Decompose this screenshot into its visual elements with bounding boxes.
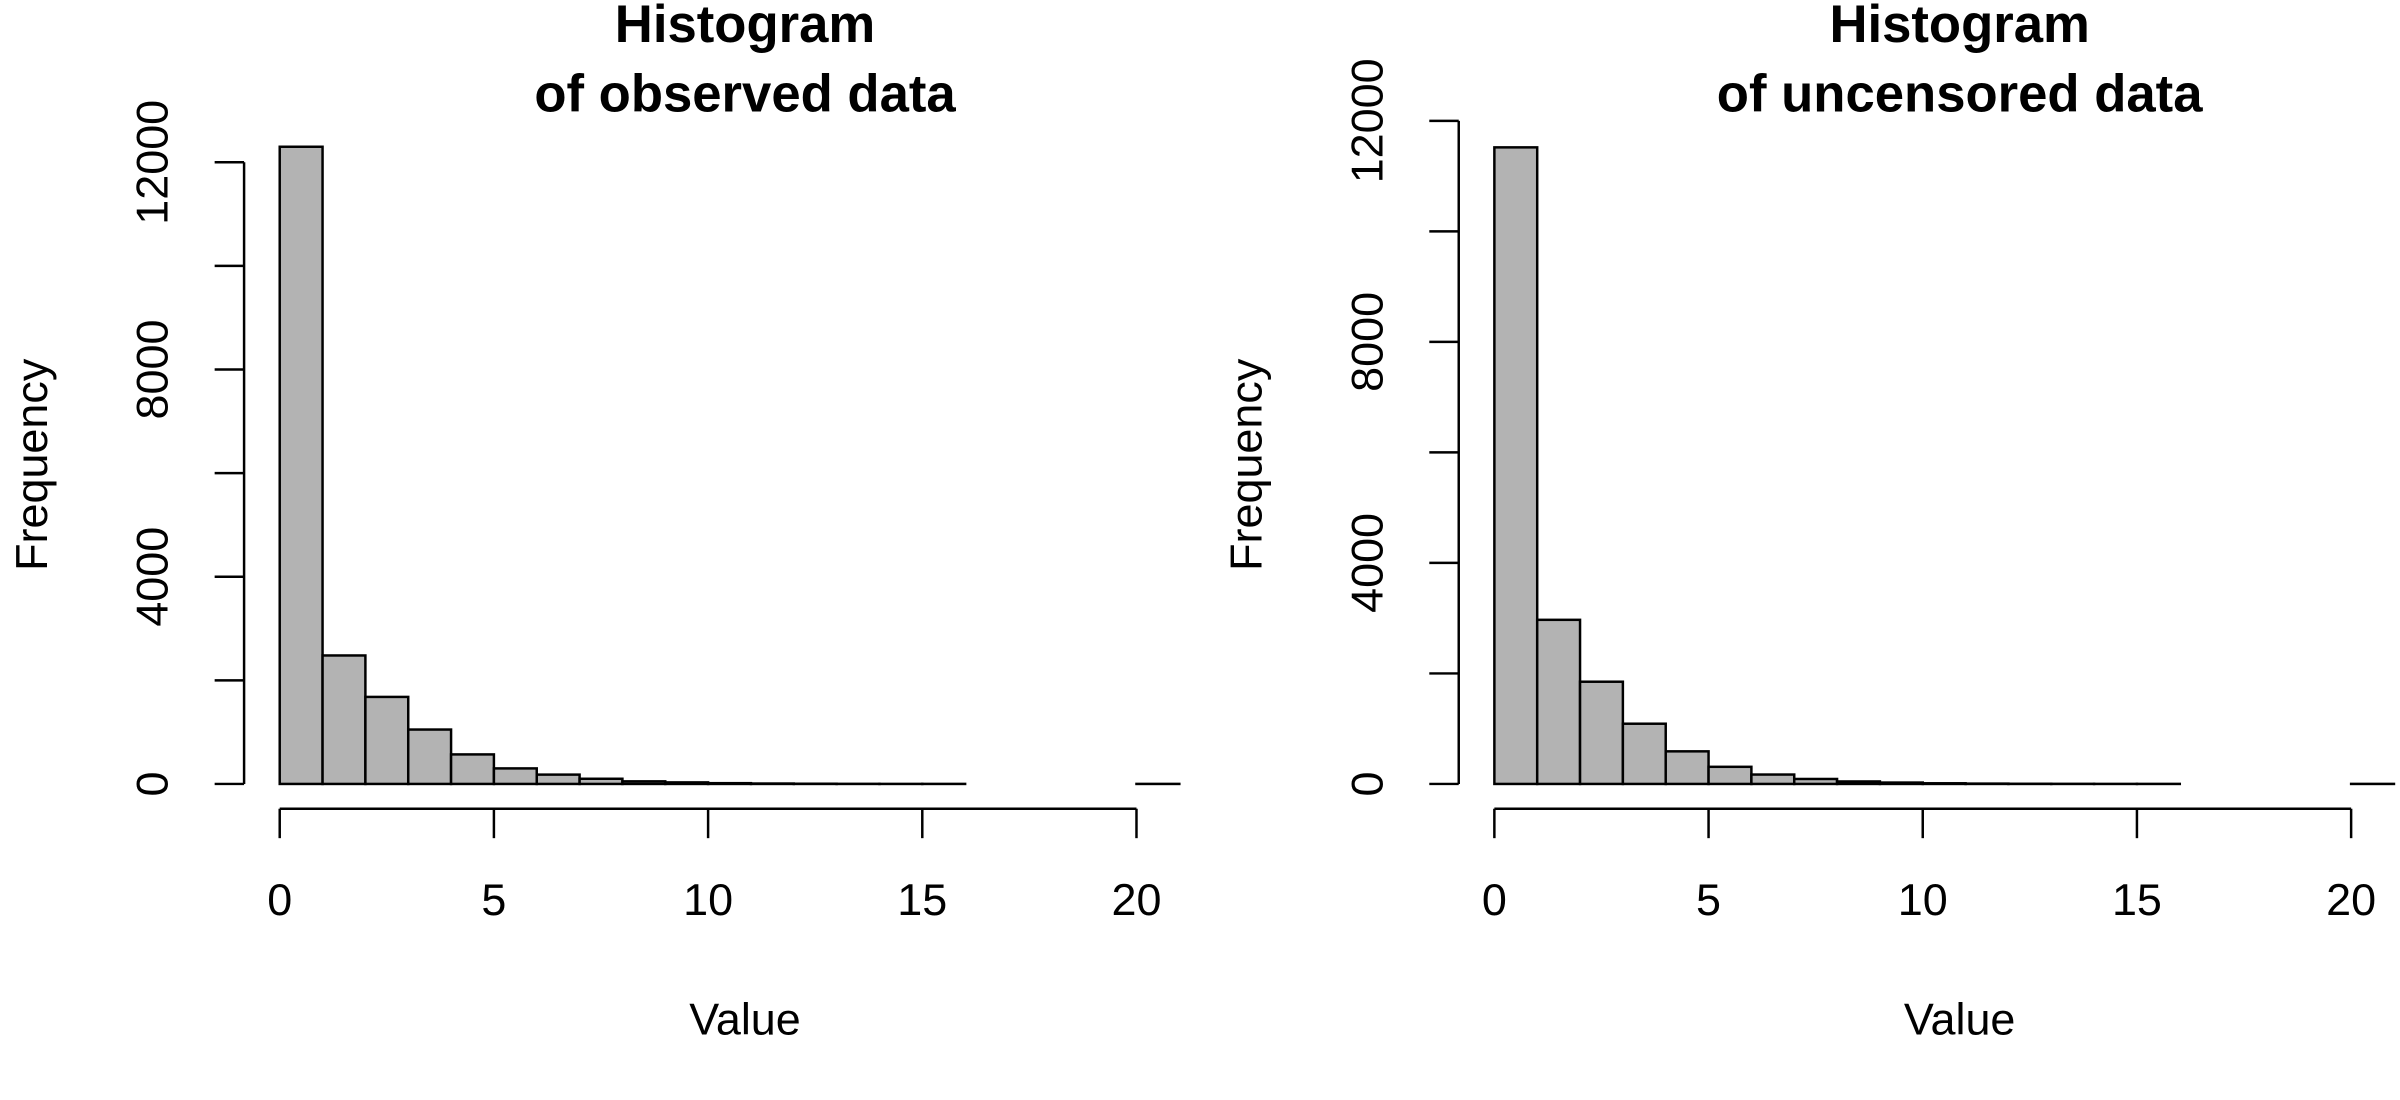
y-tick-label: 4000 [1341, 513, 1392, 613]
bar [535, 773, 581, 786]
bar [1664, 750, 1710, 786]
chart-title: Histogram [1829, 0, 2089, 54]
bar [1792, 777, 1839, 786]
bar [406, 728, 453, 786]
bar [1493, 146, 1539, 786]
histogram-panel: Histogram of observed data Value Frequency 0… [6, 0, 1181, 1044]
bar [492, 767, 538, 786]
bar [1578, 680, 1625, 786]
x-tick-label: 0 [267, 874, 292, 925]
bar [706, 781, 753, 786]
y-tick-label: 0 [127, 771, 178, 796]
bar [1835, 780, 1882, 786]
x-axis-label: Value [689, 993, 801, 1044]
x-tick-label: 0 [1482, 874, 1507, 925]
bar [321, 654, 367, 786]
y-tick-label: 8000 [1341, 292, 1392, 392]
bar [578, 777, 624, 786]
bar [1535, 618, 1582, 786]
x-tick-label: 10 [1898, 874, 1948, 925]
x-tick-label: 5 [1696, 874, 1721, 925]
x-tick-label: 15 [2112, 874, 2162, 925]
bar [449, 753, 496, 786]
y-tick-label: 4000 [127, 527, 178, 627]
histogram-panel: Histogram of uncensored data Value Frequenc… [1220, 0, 2396, 1044]
bar [664, 781, 710, 786]
y-tick-label: 12000 [127, 100, 178, 225]
y-axis-label: Frequency [6, 358, 57, 571]
y-tick-label: 12000 [1341, 58, 1392, 183]
bar [364, 695, 410, 786]
x-tick-label: 20 [2326, 874, 2376, 925]
bar [1878, 781, 1924, 786]
y-axis-label: Frequency [1220, 358, 1271, 571]
bar [1621, 722, 1667, 786]
bar [1707, 765, 1753, 786]
x-tick-label: 20 [1112, 874, 1162, 925]
chart-title: of uncensored data [1717, 65, 2203, 124]
chart-title: Histogram [615, 0, 875, 54]
bar [1921, 782, 1967, 786]
x-tick-label: 15 [897, 874, 947, 925]
x-tick-label: 5 [481, 874, 506, 925]
bar [621, 780, 667, 786]
chart-title: of observed data [534, 65, 956, 124]
bar [278, 145, 324, 786]
y-tick-label: 0 [1341, 771, 1392, 796]
x-axis-label: Value [1904, 993, 2016, 1044]
y-tick-label: 8000 [127, 320, 178, 420]
bar [1750, 773, 1796, 786]
x-tick-label: 10 [683, 874, 733, 925]
